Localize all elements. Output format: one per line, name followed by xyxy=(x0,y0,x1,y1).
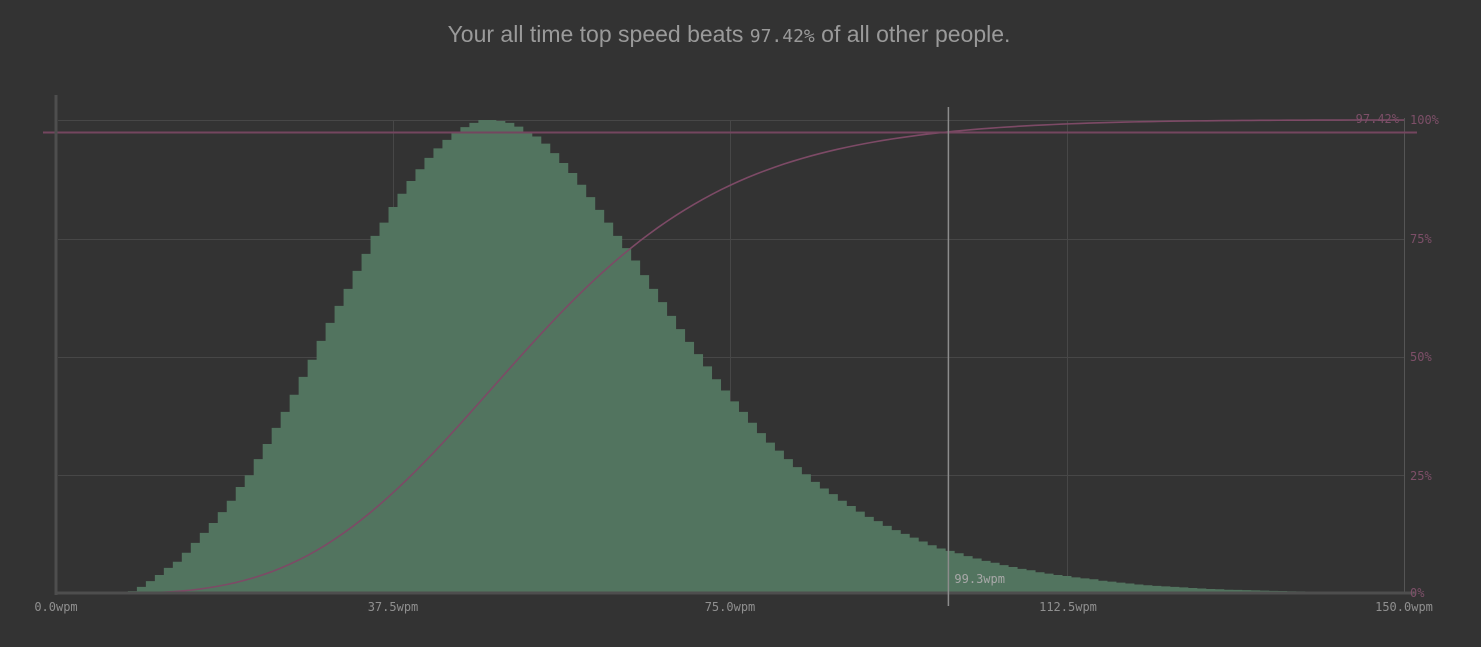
right-axis-tick-75: 75% xyxy=(1410,232,1432,246)
right-axis-tick-100: 100% xyxy=(1410,113,1440,127)
right-axis-tick-0: 0% xyxy=(1410,586,1425,600)
right-axis-tick-50: 50% xyxy=(1410,350,1432,364)
right-axis-tick-25: 25% xyxy=(1410,469,1432,483)
x-axis-tick-75: 75.0wpm xyxy=(705,600,756,614)
summary-prefix: Your all time top speed beats xyxy=(447,21,744,47)
cumulative-percentile-line xyxy=(56,119,1404,594)
x-axis-tick-37-5: 37.5wpm xyxy=(368,600,419,614)
percentile-summary-heading: Your all time top speed beats 97.42% of … xyxy=(0,19,1458,52)
summary-suffix: of all other people. xyxy=(821,21,1011,47)
percentile-value-label: 97.42% xyxy=(1356,112,1400,126)
summary-percent-value: 97.42% xyxy=(749,26,815,47)
x-axis-tick-0: 0.0wpm xyxy=(34,600,77,614)
x-axis-tick-112-5: 112.5wpm xyxy=(1039,600,1097,614)
x-axis-tick-150: 150.0wpm xyxy=(1375,600,1433,614)
distribution-bars xyxy=(56,120,1404,593)
user-speed-label: 99.3wpm xyxy=(954,572,1005,586)
